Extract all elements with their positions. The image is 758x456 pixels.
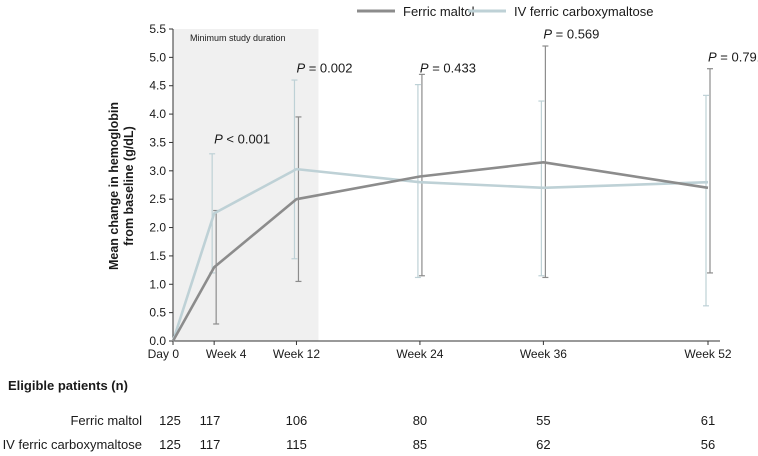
p-value-label: P = 0.433 xyxy=(420,61,476,76)
patients-row-label: Ferric maltol xyxy=(70,413,142,428)
y-tick-label: 2.5 xyxy=(149,192,166,206)
patients-count-cell: 125 xyxy=(159,413,181,428)
y-axis-label-line2: from baseline (g/dL) xyxy=(122,126,136,245)
patients-count-cell: 115 xyxy=(286,437,307,452)
patients-count-cell: 62 xyxy=(536,437,551,452)
x-tick-label: Week 36 xyxy=(520,347,567,361)
p-value-label: P = 0.569 xyxy=(543,27,599,42)
p-value-label: P = 0.002 xyxy=(296,61,352,76)
p-value-label: P < 0.001 xyxy=(214,132,270,147)
hemoglobin-change-chart: Minimum study duration 0.0 0.5 1.0 1.5 2.0 2.… xyxy=(107,4,758,361)
series-lines xyxy=(171,161,709,342)
y-tick-label: 4.0 xyxy=(149,107,166,121)
p-value-label: P = 0.791 xyxy=(708,49,758,64)
minimum-study-duration-label: Minimum study duration xyxy=(190,33,286,43)
patients-count-cell: 117 xyxy=(199,413,221,428)
legend-label: Ferric maltol xyxy=(403,4,475,19)
y-tick-label: 5.5 xyxy=(149,22,166,36)
y-tick-label: 3.5 xyxy=(149,135,166,149)
y-tick-label: 5.0 xyxy=(149,50,166,64)
patients-count-cell: 56 xyxy=(700,437,716,452)
patients-count-cell: 85 xyxy=(412,437,428,452)
x-tick-label: Week 12 xyxy=(273,347,320,361)
patients-count-cell: 125 xyxy=(159,437,181,452)
y-tick-label: 3.0 xyxy=(149,164,166,178)
x-tick-label: Week 4 xyxy=(206,347,247,361)
x-tick-label: Week 24 xyxy=(396,347,443,361)
x-tick-label: Week 52 xyxy=(684,347,731,361)
x-axis: Day 0 Week 4 Week 12 Week 24 Week 36 Week 52 xyxy=(148,340,732,361)
y-tick-label: 1.5 xyxy=(149,249,166,263)
y-tick-label: 1.0 xyxy=(149,277,166,291)
patients-count-cell: 55 xyxy=(536,413,551,428)
y-tick-label: 4.5 xyxy=(149,79,166,93)
eligible-patients-title: Eligible patients (n) xyxy=(8,378,128,393)
legend: Ferric maltol IV ferric carboxymaltose xyxy=(357,4,653,19)
patients-count-cell: 106 xyxy=(285,413,308,428)
patients-count-cell: 61 xyxy=(700,413,716,428)
x-tick-label: Day 0 xyxy=(148,347,180,361)
y-axis-label-line1: Mean change in hemoglobin xyxy=(107,102,121,270)
p-value-annotations: P < 0.001 P = 0.002 P = 0.433 P = 0.569 P = … xyxy=(214,27,758,147)
y-tick-label: 0.0 xyxy=(149,334,166,348)
patients-count-cell: 80 xyxy=(412,413,428,428)
series-line-iv-ferric-carboxymaltose xyxy=(171,167,709,342)
y-axis: 0.0 0.5 1.0 1.5 2.0 2.5 3.0 3.5 4.0 4.5 5.0 5.5 xyxy=(149,22,174,348)
patients-count-cell: 117 xyxy=(199,437,221,452)
y-tick-label: 2.0 xyxy=(149,221,166,235)
patients-row-label: IV ferric carboxymaltose xyxy=(2,437,142,452)
y-tick-label: 0.5 xyxy=(149,306,166,320)
legend-label: IV ferric carboxymaltose xyxy=(514,4,653,19)
series-line-ferric-maltol xyxy=(171,161,709,342)
minimum-study-duration-shade xyxy=(173,29,319,341)
